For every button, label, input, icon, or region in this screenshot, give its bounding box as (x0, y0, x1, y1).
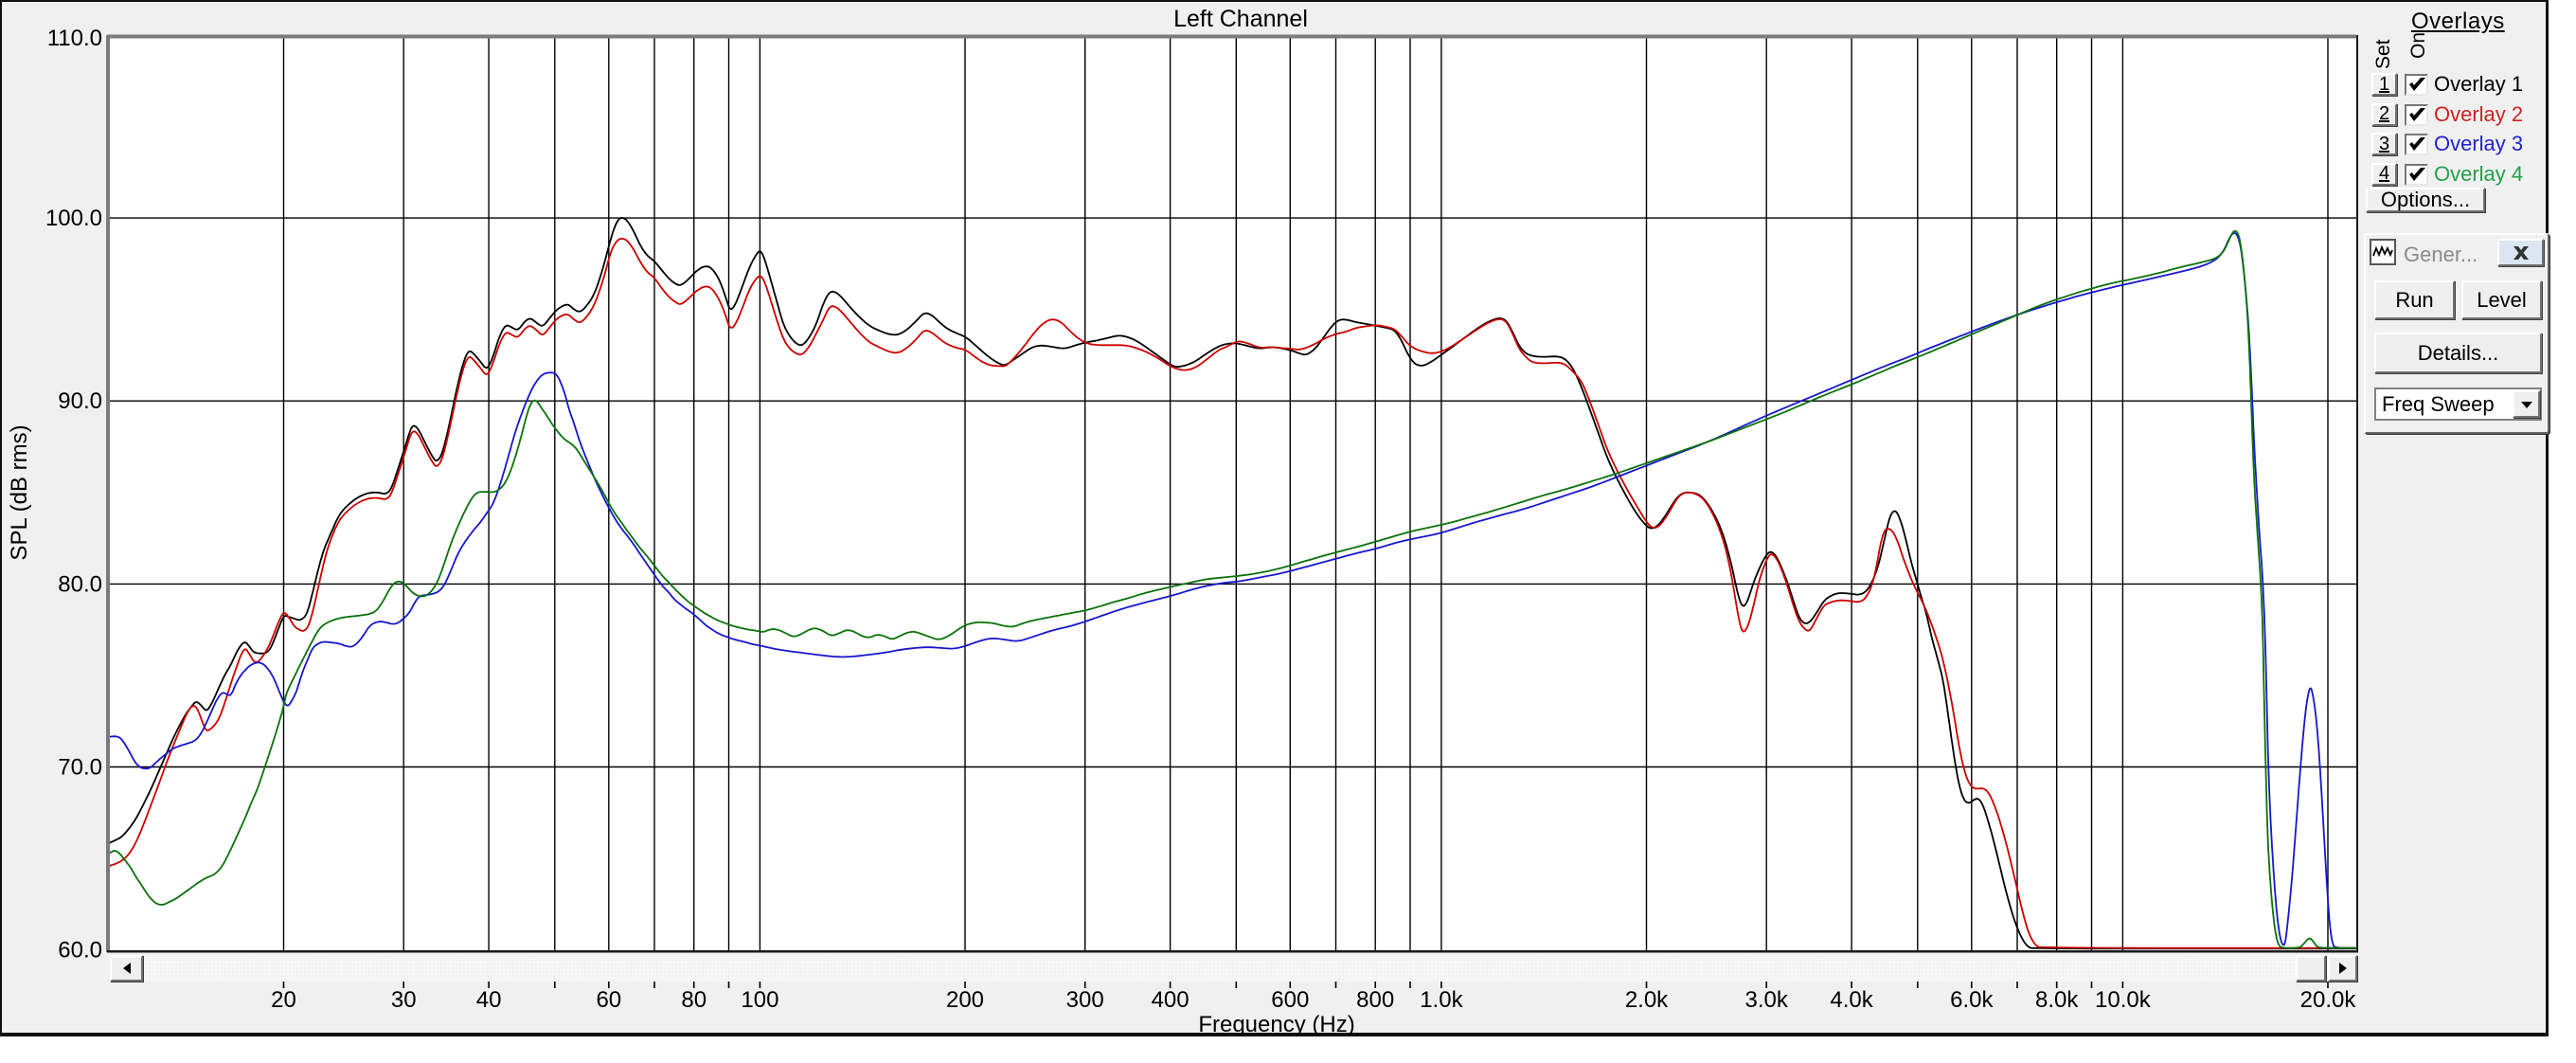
svg-text:8.0k: 8.0k (2035, 987, 2079, 1013)
svg-text:100.0: 100.0 (45, 206, 102, 231)
svg-text:60.0: 60.0 (58, 938, 102, 964)
svg-text:2.0k: 2.0k (1625, 987, 1669, 1013)
svg-text:SPL (dB rms): SPL (dB rms) (7, 424, 32, 560)
svg-text:10.0k: 10.0k (2095, 987, 2152, 1013)
svg-text:80: 80 (681, 987, 707, 1013)
svg-text:6.0k: 6.0k (1950, 987, 1994, 1013)
svg-text:110.0: 110.0 (47, 26, 102, 51)
svg-text:300: 300 (1066, 987, 1104, 1013)
svg-text:100: 100 (741, 987, 778, 1013)
svg-text:80.0: 80.0 (58, 571, 102, 597)
svg-text:40: 40 (476, 987, 502, 1013)
svg-text:400: 400 (1152, 987, 1190, 1013)
svg-text:Left Channel: Left Channel (1173, 6, 1308, 32)
svg-text:4.0k: 4.0k (1830, 987, 1873, 1013)
svg-text:20.0k: 20.0k (2300, 987, 2357, 1013)
svg-text:800: 800 (1356, 987, 1394, 1013)
svg-text:90.0: 90.0 (58, 388, 102, 414)
svg-text:600: 600 (1271, 987, 1309, 1013)
svg-text:1.0k: 1.0k (1420, 987, 1463, 1013)
svg-text:20: 20 (271, 987, 296, 1013)
svg-text:30: 30 (391, 987, 417, 1013)
svg-text:70.0: 70.0 (58, 755, 102, 781)
svg-text:Frequency (Hz): Frequency (Hz) (1198, 1012, 1354, 1037)
svg-text:3.0k: 3.0k (1745, 987, 1789, 1013)
svg-text:200: 200 (946, 987, 984, 1013)
svg-text:60: 60 (596, 987, 621, 1013)
